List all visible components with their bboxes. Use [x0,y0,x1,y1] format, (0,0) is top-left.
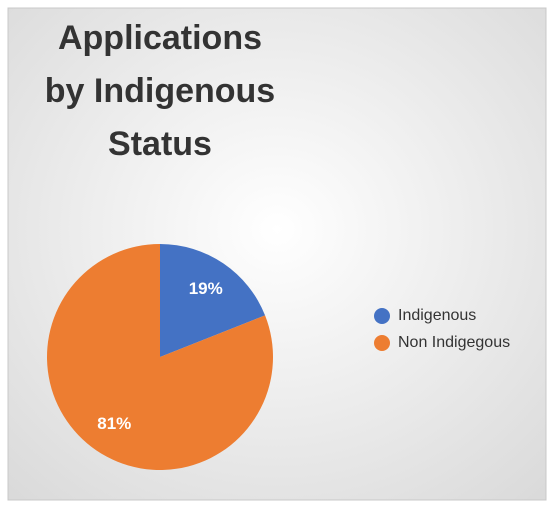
pie-slice [46,244,273,471]
data-label: 81% [97,414,131,433]
chart-title: Applications by Indigenous Status [44,19,276,163]
pie-slice [160,244,266,357]
legend-swatch [374,335,390,351]
legend-label: Indigenous [398,307,476,324]
legend-label: Non Indigegous [398,334,510,351]
data-label: 19% [189,279,223,298]
legend-swatch [374,308,390,324]
